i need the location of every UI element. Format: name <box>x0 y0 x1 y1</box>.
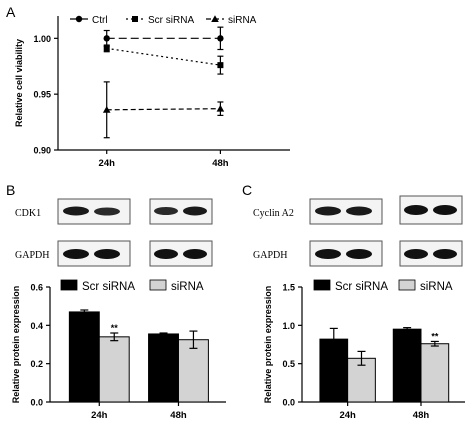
legend-swatch-c-sirna <box>398 279 416 291</box>
y-tick-label-c: 0.0 <box>282 398 295 408</box>
point-a-scr-sirna-48h <box>217 62 224 69</box>
point-a-scr-sirna-24h <box>103 45 110 52</box>
point-a-ctrl-48h <box>217 35 224 42</box>
panel-label-c: C <box>242 182 252 198</box>
blot-group-b: CDK1 GAPDH <box>15 198 213 267</box>
y-tick-label-c: 1.0 <box>282 321 295 331</box>
significance-b-24h: ** <box>111 323 119 333</box>
x-tick-label-c-48h: 48h <box>413 410 430 421</box>
legend-label-a-sirna: siRNA <box>228 15 257 26</box>
y-tick-label-b: 0.6 <box>30 283 43 293</box>
y-tick-label-a: 0.90 <box>33 146 51 156</box>
blot-label-cdk1: CDK1 <box>15 208 41 219</box>
legend-swatch-b-scr-sirna <box>60 279 78 291</box>
blot-label-gapdh-c: GAPDH <box>253 250 287 261</box>
y-tick-label-b: 0.0 <box>30 398 43 408</box>
y-tick-label-b: 0.2 <box>30 359 43 369</box>
blot-image-cdk1-24h <box>57 198 131 225</box>
legend-label-a-ctrl: Ctrl <box>92 15 108 26</box>
point-a-sirna-24h <box>102 106 111 113</box>
legend-marker-a-sirna <box>211 15 219 22</box>
blot-image-gapdh-c-48h <box>399 240 463 267</box>
x-tick-label-a-24h: 24h <box>99 158 116 169</box>
y-tick-label-b: 0.4 <box>30 321 43 331</box>
y-tick-label-c: 0.5 <box>282 359 295 369</box>
legend-label-b-sirna: siRNA <box>171 281 204 293</box>
legend-swatch-c-scr-sirna <box>313 279 331 291</box>
legend-swatch-b-sirna <box>149 279 167 291</box>
point-a-sirna-48h <box>216 104 225 112</box>
blot-image-gapdh-b-48h <box>149 240 213 267</box>
series-line-a-scr-sirna <box>106 47 221 66</box>
legend-marker-a-scr-sirna <box>132 16 138 22</box>
significance-c-48h: ** <box>431 331 439 341</box>
blot-image-cyclin-a2-48h <box>399 195 463 225</box>
legend-label-c-scr-sirna: Scr siRNA <box>335 281 388 293</box>
x-tick-label-a-48h: 48h <box>212 158 229 169</box>
blot-image-cyclin-a2-24h <box>309 198 383 225</box>
bar-b-scr-sirna-48h <box>148 333 179 403</box>
blot-label-gapdh-b: GAPDH <box>15 250 49 261</box>
bar-b-sirna-48h <box>177 339 209 403</box>
y-axis-title-a: Relative cell viability <box>14 39 24 127</box>
y-tick-label-c: 1.5 <box>282 283 295 293</box>
chart-c: 0.0 0.5 1.0 1.5 Relative protein expression 2… <box>263 279 465 421</box>
legend-label-c-sirna: siRNA <box>420 281 453 293</box>
point-a-ctrl-24h <box>103 35 110 42</box>
panel-label-a: A <box>6 4 16 20</box>
x-tick-label-b-48h: 48h <box>170 410 187 421</box>
legend-label-b-scr-sirna: Scr siRNA <box>82 281 135 293</box>
x-tick-label-b-24h: 24h <box>91 410 108 421</box>
series-line-a-sirna <box>106 108 221 111</box>
blot-image-gapdh-b-24h <box>57 240 131 267</box>
blot-image-gapdh-c-24h <box>309 240 383 267</box>
blot-group-c: Cyclin A2 GAPDH <box>253 195 463 267</box>
blot-label-cyclin-a2: Cyclin A2 <box>253 208 294 219</box>
panel-label-b: B <box>6 182 15 198</box>
legend-label-a-scr-sirna: Scr siRNA <box>148 15 194 26</box>
x-tick-label-c-24h: 24h <box>339 410 356 421</box>
y-tick-label-a: 1.00 <box>33 34 51 44</box>
bar-b-sirna-24h <box>98 336 130 403</box>
y-axis-title-c: Relative protein expression <box>263 286 273 404</box>
chart-b: 0.0 0.2 0.4 0.6 Relative protein expression 2… <box>11 279 226 421</box>
legend-marker-a-ctrl <box>75 15 83 23</box>
y-tick-label-a: 0.95 <box>33 90 51 100</box>
bar-b-scr-sirna-24h <box>68 311 100 403</box>
bar-c-scr-sirna-48h <box>392 328 422 403</box>
chart-a: 0.90 0.95 1.00 24h 48h Relative cell viabilit… <box>14 15 290 169</box>
blot-image-cdk1-48h <box>149 198 213 225</box>
bar-c-sirna-48h <box>420 343 450 403</box>
y-axis-title-b: Relative protein expression <box>11 286 21 404</box>
